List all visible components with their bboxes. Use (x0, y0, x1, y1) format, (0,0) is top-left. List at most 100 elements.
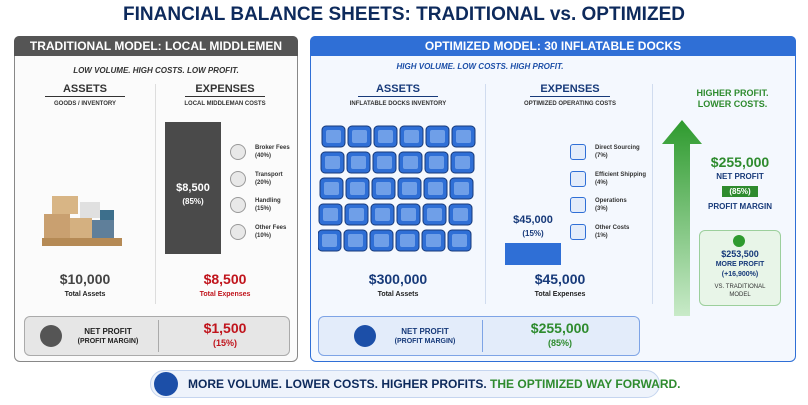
footer-pill (150, 370, 660, 398)
item-icon (230, 144, 246, 160)
summary-value: $255,000 (710, 154, 770, 170)
summary-margin-label: PROFIT MARGIN (708, 202, 772, 211)
item-icon (230, 197, 246, 213)
net-value: $1,500 (203, 320, 247, 336)
expense-bar-value: $45,000 (513, 214, 553, 226)
item-icon (570, 144, 586, 160)
expense-bar-value: $8,500 (176, 182, 210, 194)
expenses-title: EXPENSES (540, 83, 600, 95)
dock-deck (402, 182, 417, 195)
summary-label: NET PROFIT (716, 172, 764, 181)
item-pct: (10%) (255, 233, 272, 239)
item-icon (230, 224, 246, 240)
expenses-value: $45,000 (534, 271, 586, 287)
item-name: Operations (595, 198, 627, 204)
divider (155, 84, 156, 304)
item-icon (570, 171, 586, 187)
dock-deck (429, 156, 444, 169)
divider (482, 320, 483, 352)
item-pct: (7%) (595, 153, 608, 159)
rule (358, 96, 438, 97)
gain-box (699, 230, 781, 306)
dock-deck (322, 234, 337, 247)
item-pct: (1%) (595, 233, 608, 239)
net-box (24, 316, 290, 356)
item-pct: (20%) (255, 180, 272, 186)
expenses-value: $8,500 (203, 271, 247, 287)
divider (485, 84, 486, 304)
item-pct: (40%) (255, 153, 272, 159)
gain-note: VS. TRADITIONAL MODEL (714, 284, 766, 298)
dock-deck (350, 182, 365, 195)
dock-deck (452, 234, 467, 247)
dock-deck (427, 208, 442, 221)
item-name: Other Fees (255, 225, 287, 231)
dock-deck (352, 130, 367, 143)
assets-label: Total Assets (64, 291, 106, 298)
divider (158, 320, 159, 352)
net-label: NET PROFIT (84, 327, 132, 336)
dock-deck (323, 208, 338, 221)
item-pct: (3%) (595, 206, 608, 212)
footer-main: MORE VOLUME. LOWER COSTS. HIGHER PROFITS… (188, 377, 487, 391)
net-pct: (15%) (212, 338, 237, 348)
dock-deck (400, 234, 415, 247)
expense-bar-pct: (85%) (182, 197, 204, 206)
traditional-tagline: LOW VOLUME. HIGH COSTS. LOW PROFIT. (73, 66, 239, 75)
dock-deck (376, 182, 391, 195)
dock-deck (326, 130, 341, 143)
assets-subtitle: INFLATABLE DOCKS INVENTORY (349, 101, 447, 107)
check-icon (733, 235, 745, 247)
dock-deck (403, 156, 418, 169)
assets-subtitle: GOODS / INVENTORY (53, 101, 116, 107)
dock-deck (349, 208, 364, 221)
dock-deck (374, 234, 389, 247)
summary-heading: HIGHER PROFIT. LOWER COSTS. (696, 88, 769, 109)
dock-deck (375, 208, 390, 221)
dock-deck (428, 182, 443, 195)
assets-title: ASSETS (62, 83, 107, 95)
title: FINANCIAL BALANCE SHEETS: TRADITIONAL vs… (123, 4, 685, 25)
dock-deck (455, 156, 470, 169)
dock-deck (430, 130, 445, 143)
net-icon (354, 325, 376, 347)
item-icon (570, 224, 586, 240)
net-sublabel: (PROFIT MARGIN) (77, 338, 139, 345)
item-name: Efficient Shipping (595, 172, 646, 178)
net-icon (40, 325, 62, 347)
item-pct: (15%) (255, 206, 272, 212)
dock-deck (378, 130, 393, 143)
gain-value: $253,500 (721, 249, 759, 259)
dock-deck (348, 234, 363, 247)
expense-bar-pct: (15%) (522, 229, 544, 238)
dock-deck (377, 156, 392, 169)
optimized-tagline: HIGH VOLUME. LOW COSTS. HIGH PROFIT. (396, 62, 564, 71)
summary-pct: (85%) (722, 186, 758, 197)
gain-change: (+16,900%) (721, 271, 759, 278)
expense-bar (165, 122, 221, 254)
dock-deck (404, 130, 419, 143)
dock-deck (454, 182, 469, 195)
expenses-title: EXPENSES (195, 83, 255, 95)
dock-deck (351, 156, 366, 169)
assets-label: Total Assets (377, 291, 419, 298)
rule (45, 96, 125, 97)
item-name: Direct Sourcing (595, 145, 640, 151)
boxes-illustration (42, 196, 122, 246)
item-name: Other Costs (595, 225, 630, 231)
assets-title: ASSETS (375, 83, 420, 95)
expenses-label: Total Expenses (199, 291, 251, 298)
footer-highlight: THE OPTIMIZED WAY FORWARD. (490, 377, 681, 391)
dock-deck (453, 208, 468, 221)
footer-text: MORE VOLUME. LOWER COSTS. HIGHER PROFITS… (188, 377, 681, 391)
divider (652, 84, 653, 304)
traditional-header: TRADITIONAL MODEL: LOCAL MIDDLEMEN (14, 36, 298, 56)
dock-deck (325, 156, 340, 169)
net-value: $255,000 (530, 320, 590, 336)
dock-deck (401, 208, 416, 221)
expense-bar (505, 243, 561, 265)
gain-label: MORE PROFIT (715, 261, 765, 268)
expenses-subtitle: OPTIMIZED OPERATING COSTS (524, 101, 616, 107)
item-name: Transport (255, 172, 283, 178)
